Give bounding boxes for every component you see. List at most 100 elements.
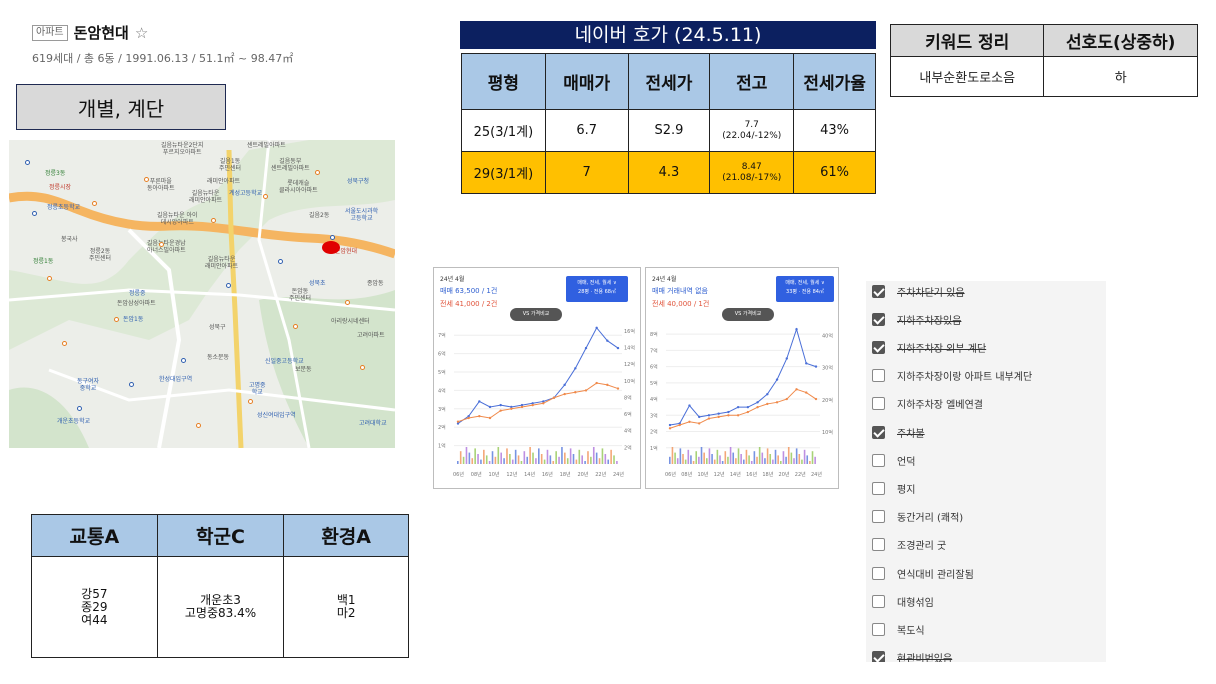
map-label: 길음뉴타운 래미안아파트 [205,256,239,270]
apartment-info: 619세대 / 총 6동 / 1991.06.13 / 51.1㎡ ~ 98.4… [32,52,294,65]
checklist-item[interactable]: 지하주차장 외부 계단 [866,337,1106,357]
map-poi-dot[interactable] [129,382,134,387]
checklist-item[interactable]: 평지 [866,478,1106,498]
checkbox-checked[interactable] [872,312,885,326]
volume-bar [684,459,687,464]
map-poi-dot[interactable] [181,358,186,363]
map-poi-dot[interactable] [159,242,164,247]
location-map[interactable]: 길음뉴타운2단지 푸르지오아파트 센트레빌아파트 길음1동 주민센터 길음동부 센트레… [9,140,395,448]
checklist-item[interactable]: 조경관리 굿 [866,535,1106,555]
checklist-item[interactable]: 복도식 [866,619,1106,639]
map-label: 고려아파트 [357,332,385,339]
checkbox-checked[interactable] [872,425,885,439]
checklist-item[interactable]: 주차차단기 있음 [866,281,1106,301]
col-transport: 교통A [31,514,158,557]
volume-bar [595,452,598,464]
volume-bar [748,455,750,464]
price-table-header: 평형 매매가 전세가 전고 전세가율 [461,53,876,110]
checklist-label: 동간거리 (쾌적) [897,513,964,525]
price-chart-1[interactable]: 24년 4월 매매 63,500 / 1건 전세 41,000 / 2건 매매,… [433,267,641,489]
keyword-row: 내부순환도로소음 하 [889,56,1198,97]
price-ratio: 43% [793,109,876,152]
checklist-label: 언덕 [897,456,916,468]
checklist-item[interactable]: 현관비번있음 [866,648,1106,662]
map-poi-dot[interactable] [248,399,253,404]
map-poi-dot[interactable] [211,218,216,223]
checklist-item[interactable]: 대형섞임 [866,591,1106,611]
map-poi-dot[interactable] [330,235,335,240]
volume-bar [517,455,520,464]
map-label: 길음뉴타운 래미안아파트 [189,190,223,204]
checkbox-checked[interactable] [872,284,885,298]
map-poi-dot[interactable] [315,170,320,175]
y-tick-right: 2억 [624,444,632,451]
map-poi-dot[interactable] [226,283,231,288]
price-table: 평형 매매가 전세가 전고 전세가율 25(3/1계) 6.7 S2.9 7.7… [461,53,876,194]
map-poi-dot[interactable] [293,324,298,329]
map-poi-dot[interactable] [77,406,82,411]
series-point-1 [531,403,534,407]
compare-price-button[interactable]: VS 가격비교 [510,308,562,321]
map-poi-dot[interactable] [62,341,67,346]
map-poi-dot[interactable] [114,317,119,322]
volume-bar [756,456,758,464]
map-poi-dot[interactable] [278,259,283,264]
series-point-1 [668,427,672,430]
price-sale: 6.7 [544,109,629,152]
checklist-item[interactable]: 언덕 [866,450,1106,470]
checklist-label: 지하주차장이랑 아파트 내부계단 [897,372,1033,384]
series-point-1 [814,397,818,401]
checkbox[interactable] [872,594,885,608]
map-poi-dot[interactable] [263,194,268,199]
map-poi-dot[interactable] [144,177,149,182]
col-ratio: 전세가율 [793,53,876,110]
series-point-1 [552,396,556,399]
volume-bar [587,451,589,464]
series-point-1 [736,414,740,417]
checkbox[interactable] [872,622,885,636]
checklist-label: 대형섞임 [897,597,934,609]
volume-bar [555,451,557,464]
map-poi-dot[interactable] [345,300,350,305]
checkbox-checked[interactable] [872,651,885,662]
checkbox[interactable] [872,566,885,580]
map-poi-dot[interactable] [92,201,97,206]
checklist-item[interactable]: 동간거리 (쾌적) [866,507,1106,527]
checkbox[interactable] [872,538,885,552]
map-background [9,140,395,448]
trade-type-dropdown[interactable]: 매매, 전세, 월세 ∨ 33평 · 전용 84㎡ [776,276,834,302]
compare-price-button[interactable]: VS 가격비교 [722,308,774,321]
volume-bar [468,452,471,464]
location-marker[interactable] [322,241,340,254]
checklist-item[interactable]: 지하주차장이랑 아파트 내부계단 [866,366,1106,386]
checkbox-checked[interactable] [872,340,885,354]
checkbox[interactable] [872,397,885,411]
checklist-item[interactable]: 연식대비 관리잘됨 [866,563,1106,583]
map-poi-dot[interactable] [360,365,365,370]
volume-bar [604,454,607,464]
trade-type-dropdown[interactable]: 매매, 전세, 월세 ∨ 28평 · 전용 68㎡ [566,276,628,302]
map-poi-dot[interactable] [196,423,201,428]
checklist-label: 복도식 [897,625,925,637]
map-label: 성북구청 [347,178,370,185]
price-chart-2[interactable]: 24년 4월 매매 거래내역 없음 전세 40,000 / 1건 매매, 전세,… [645,267,839,489]
checkbox[interactable] [872,453,885,467]
checklist-item[interactable]: 주차불 [866,422,1106,442]
checkbox[interactable] [872,481,885,495]
checklist-label: 평지 [897,484,916,496]
checkbox[interactable] [872,510,885,524]
map-poi-dot[interactable] [47,276,52,281]
volume-bar [509,454,511,464]
map-label: 정릉시장 [49,184,72,191]
map-label: 돈암동 주민센터 [289,288,312,302]
series-point-1 [688,420,691,423]
favorite-star-icon[interactable]: ☆ [134,23,149,42]
checklist-item[interactable]: 지하주차장 엘베연결 [866,394,1106,414]
size-label: 33평 · 전용 84㎡ [786,289,824,295]
volume-bar [488,461,491,464]
map-poi-dot[interactable] [32,211,37,216]
checklist-item[interactable]: 지하주차장있음 [866,309,1106,329]
series-point-0 [584,346,588,350]
checkbox[interactable] [872,369,885,383]
map-poi-dot[interactable] [25,160,30,165]
